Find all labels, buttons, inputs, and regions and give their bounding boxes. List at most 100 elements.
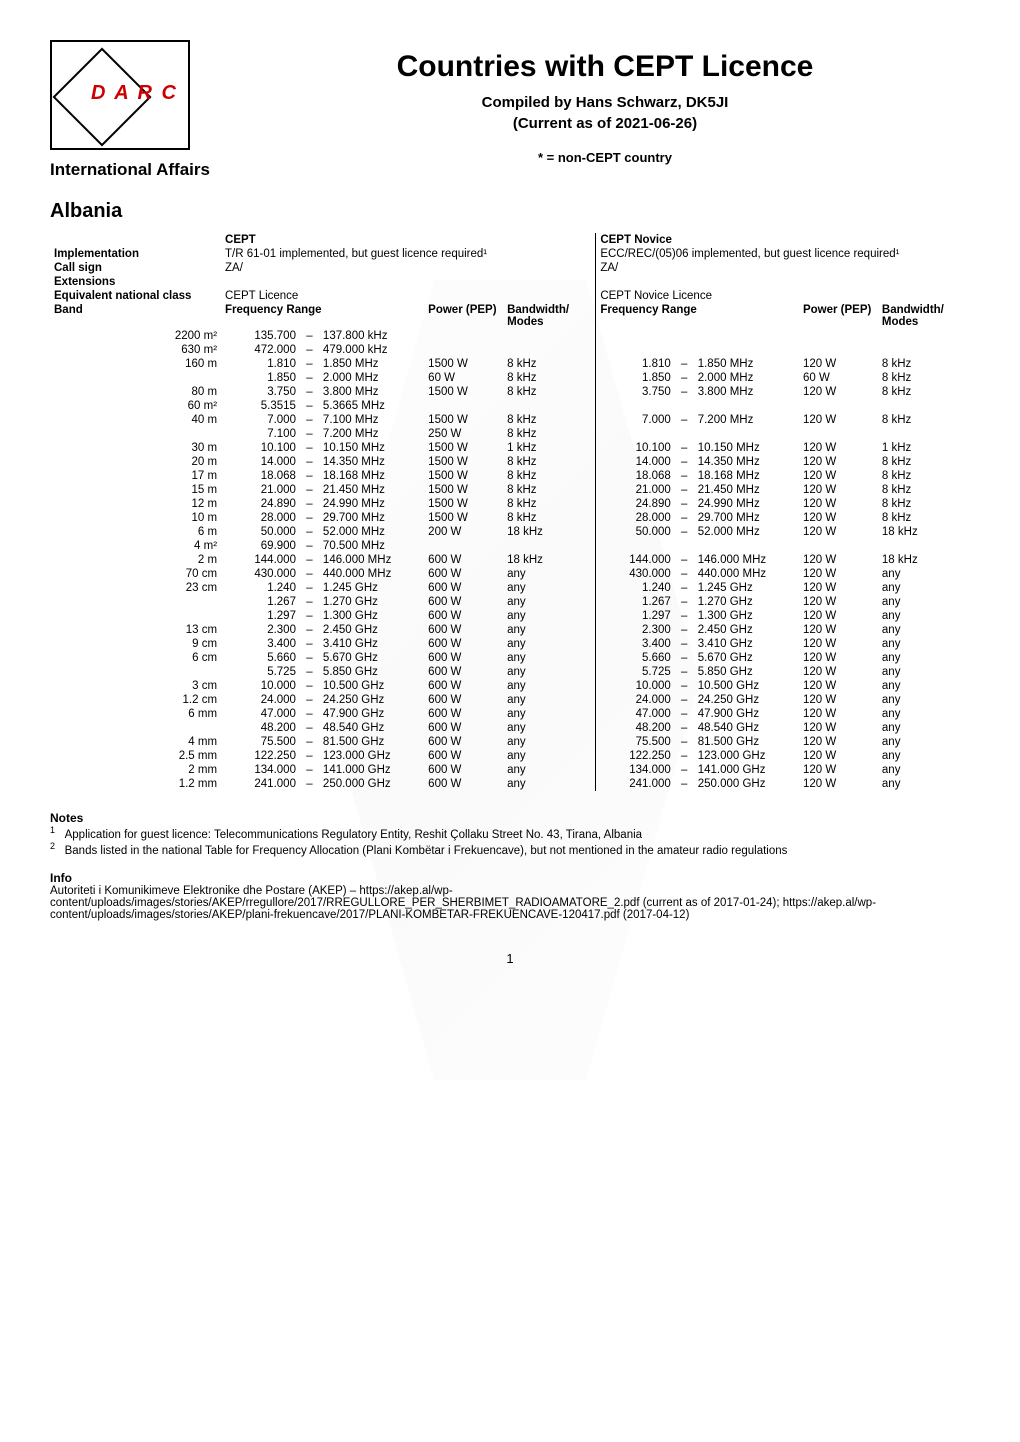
band-cell: 20 m — [50, 455, 221, 469]
n-dash: – — [675, 413, 694, 427]
n-power: 120 W — [799, 385, 878, 399]
c-bandwidth: any — [503, 651, 596, 665]
c-bandwidth — [503, 399, 596, 413]
n-power: 120 W — [799, 595, 878, 609]
n-lo: 1.850 — [596, 371, 675, 385]
n-hi: 1.270 GHz — [694, 595, 799, 609]
country-heading: Albania — [50, 200, 970, 223]
n-dash: – — [675, 511, 694, 525]
band-cell — [50, 371, 221, 385]
main-title: Countries with CEPT Licence — [240, 50, 970, 84]
c-dash: – — [300, 399, 319, 413]
cept-equivalent: CEPT Licence — [221, 289, 596, 303]
c-lo: 5.3515 — [221, 399, 300, 413]
band-cell: 40 m — [50, 413, 221, 427]
n-dash: – — [675, 721, 694, 735]
band-cell: 12 m — [50, 497, 221, 511]
c-power: 1500 W — [424, 413, 503, 427]
c-lo: 430.000 — [221, 567, 300, 581]
info-body: Autoriteti i Komunikimeve Elektronike dh… — [50, 885, 970, 921]
n-power: 120 W — [799, 693, 878, 707]
c-power: 1500 W — [424, 483, 503, 497]
c-bandwidth: any — [503, 749, 596, 763]
band-cell: 3 cm — [50, 679, 221, 693]
c-hi: 3.410 GHz — [319, 637, 424, 651]
n-bandwidth: any — [878, 623, 970, 637]
c-power: 60 W — [424, 371, 503, 385]
c-power: 250 W — [424, 427, 503, 441]
n-bandwidth: 8 kHz — [878, 511, 970, 525]
n-hi: 5.850 GHz — [694, 665, 799, 679]
c-hi: 7.200 MHz — [319, 427, 424, 441]
c-dash: – — [300, 357, 319, 371]
c-hi: 81.500 GHz — [319, 735, 424, 749]
table-row: 2200 m²135.700–137.800 kHz — [50, 329, 970, 343]
c-lo: 75.500 — [221, 735, 300, 749]
bandwidth-header-c: Bandwidth/ Modes — [503, 303, 596, 329]
c-power: 1500 W — [424, 357, 503, 371]
table-row: 12 m24.890–24.990 MHz1500 W8 kHz24.890–2… — [50, 497, 970, 511]
n-lo: 430.000 — [596, 567, 675, 581]
table-row: 9 cm3.400–3.410 GHz600 Wany3.400–3.410 G… — [50, 637, 970, 651]
n-lo: 21.000 — [596, 483, 675, 497]
c-power: 1500 W — [424, 455, 503, 469]
n-dash: – — [675, 441, 694, 455]
table-row: 2 m144.000–146.000 MHz600 W18 kHz144.000… — [50, 553, 970, 567]
c-bandwidth: any — [503, 623, 596, 637]
n-lo — [596, 539, 675, 553]
c-dash: – — [300, 735, 319, 749]
n-dash: – — [675, 581, 694, 595]
n-power: 120 W — [799, 665, 878, 679]
c-lo: 144.000 — [221, 553, 300, 567]
table-row: 23 cm1.240–1.245 GHz600 Wany1.240–1.245 … — [50, 581, 970, 595]
band-cell: 15 m — [50, 483, 221, 497]
n-bandwidth: any — [878, 777, 970, 791]
c-hi: 5.670 GHz — [319, 651, 424, 665]
band-cell: 30 m — [50, 441, 221, 455]
n-hi: 10.500 GHz — [694, 679, 799, 693]
band-cell: 2 mm — [50, 763, 221, 777]
n-hi: 440.000 MHz — [694, 567, 799, 581]
c-hi: 18.168 MHz — [319, 469, 424, 483]
n-bandwidth — [878, 399, 970, 413]
c-bandwidth: any — [503, 595, 596, 609]
cept-header: CEPT — [221, 233, 596, 247]
sup-2: 2 — [50, 841, 55, 851]
frequency-table: CEPT CEPT Novice Implementation T/R 61-0… — [50, 233, 970, 791]
c-power: 600 W — [424, 749, 503, 763]
c-hi: 29.700 MHz — [319, 511, 424, 525]
n-power: 120 W — [799, 469, 878, 483]
n-dash: – — [675, 623, 694, 637]
n-lo — [596, 343, 675, 357]
c-power: 600 W — [424, 707, 503, 721]
c-dash: – — [300, 553, 319, 567]
n-dash — [675, 343, 694, 357]
logo-block: D A R C International Affairs — [50, 40, 210, 180]
n-lo: 10.000 — [596, 679, 675, 693]
c-power: 600 W — [424, 581, 503, 595]
c-dash: – — [300, 623, 319, 637]
c-bandwidth: 8 kHz — [503, 511, 596, 525]
n-dash: – — [675, 693, 694, 707]
n-bandwidth: any — [878, 749, 970, 763]
n-lo: 122.250 — [596, 749, 675, 763]
c-bandwidth — [503, 329, 596, 343]
c-hi: 10.500 GHz — [319, 679, 424, 693]
n-bandwidth: 8 kHz — [878, 469, 970, 483]
novice-header: CEPT Novice — [596, 233, 970, 247]
table-row: CEPT CEPT Novice — [50, 233, 970, 247]
c-dash: – — [300, 595, 319, 609]
n-hi: 141.000 GHz — [694, 763, 799, 777]
n-lo: 28.000 — [596, 511, 675, 525]
band-cell — [50, 595, 221, 609]
band-cell — [50, 427, 221, 441]
n-lo — [596, 399, 675, 413]
n-hi: 146.000 MHz — [694, 553, 799, 567]
table-row: 80 m3.750–3.800 MHz1500 W8 kHz3.750–3.80… — [50, 385, 970, 399]
n-bandwidth: 1 kHz — [878, 441, 970, 455]
c-hi: 146.000 MHz — [319, 553, 424, 567]
n-dash: – — [675, 371, 694, 385]
n-hi: 24.990 MHz — [694, 497, 799, 511]
table-row: Extensions — [50, 275, 970, 289]
n-lo: 10.100 — [596, 441, 675, 455]
